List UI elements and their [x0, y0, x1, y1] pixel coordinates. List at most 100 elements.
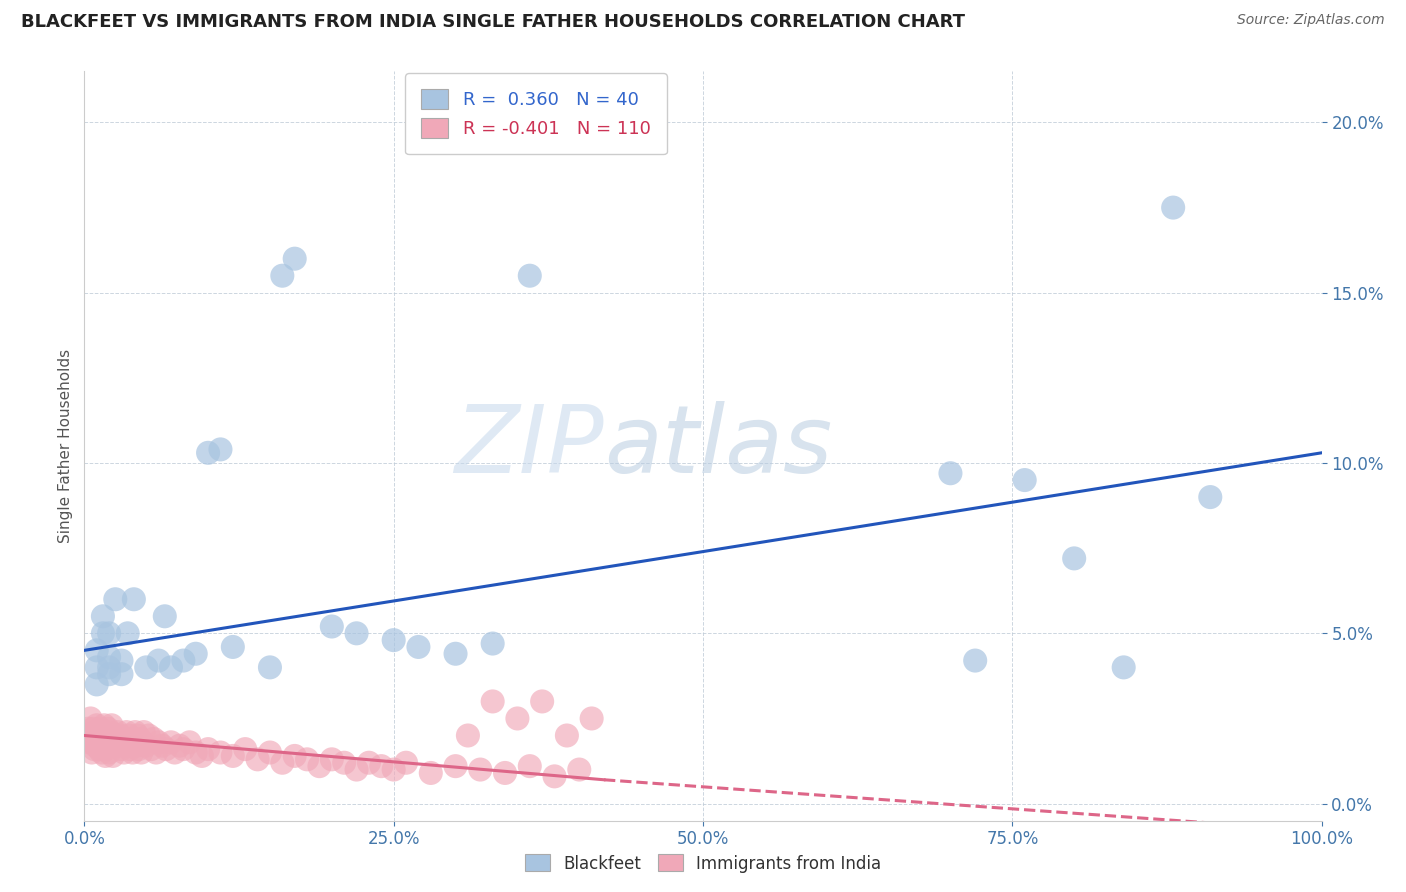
Point: [259, 746, 281, 760]
Point: [160, 660, 183, 674]
Point: [271, 268, 294, 283]
Point: [98, 729, 121, 743]
Point: [155, 742, 177, 756]
Point: [121, 746, 143, 760]
Point: [90, 746, 112, 760]
Point: [222, 640, 245, 654]
Point: [110, 667, 132, 681]
Point: [172, 742, 194, 756]
Point: [112, 746, 135, 760]
Point: [209, 746, 232, 760]
Point: [129, 746, 152, 760]
Point: [160, 735, 183, 749]
Point: [179, 735, 201, 749]
Point: [581, 711, 603, 725]
Point: [135, 739, 157, 753]
Point: [346, 626, 368, 640]
Point: [89, 742, 111, 756]
Point: [86, 731, 108, 746]
Point: [284, 252, 307, 266]
Point: [494, 766, 516, 780]
Point: [76, 729, 98, 743]
Point: [1161, 201, 1184, 215]
Point: [82, 735, 104, 749]
Point: [104, 592, 127, 607]
Point: [519, 759, 541, 773]
Point: [965, 654, 987, 668]
Point: [333, 756, 356, 770]
Point: [115, 725, 138, 739]
Point: [98, 739, 121, 753]
Legend: R =  0.360   N = 40, R = -0.401   N = 110: R = 0.360 N = 40, R = -0.401 N = 110: [405, 73, 666, 154]
Point: [382, 633, 405, 648]
Point: [129, 731, 152, 746]
Point: [128, 742, 150, 756]
Point: [90, 729, 112, 743]
Point: [568, 763, 591, 777]
Point: [233, 742, 256, 756]
Point: [555, 729, 578, 743]
Point: [124, 725, 146, 739]
Legend: Blackfeet, Immigrants from India: Blackfeet, Immigrants from India: [519, 847, 887, 880]
Point: [87, 735, 110, 749]
Point: [108, 739, 131, 753]
Point: [86, 660, 108, 674]
Point: [127, 729, 149, 743]
Point: [96, 742, 118, 756]
Point: [184, 647, 207, 661]
Point: [94, 735, 117, 749]
Point: [96, 729, 118, 743]
Point: [169, 739, 191, 753]
Point: [419, 766, 441, 780]
Point: [357, 756, 380, 770]
Point: [346, 763, 368, 777]
Point: [246, 752, 269, 766]
Point: [395, 756, 418, 770]
Y-axis label: Single Father Households: Single Father Households: [58, 349, 73, 543]
Point: [86, 643, 108, 657]
Point: [89, 729, 111, 743]
Point: [83, 742, 105, 756]
Point: [101, 748, 124, 763]
Point: [138, 729, 160, 743]
Point: [86, 677, 108, 691]
Point: [197, 742, 219, 756]
Point: [132, 725, 155, 739]
Text: ZIP: ZIP: [454, 401, 605, 491]
Point: [91, 725, 114, 739]
Point: [104, 731, 127, 746]
Point: [295, 752, 318, 766]
Point: [93, 731, 115, 746]
Point: [481, 694, 503, 708]
Point: [93, 718, 115, 732]
Point: [91, 739, 114, 753]
Point: [506, 711, 529, 725]
Point: [122, 735, 145, 749]
Point: [543, 769, 565, 783]
Point: [145, 746, 167, 760]
Point: [141, 742, 163, 756]
Point: [531, 694, 554, 708]
Point: [98, 667, 121, 681]
Point: [150, 739, 173, 753]
Point: [197, 446, 219, 460]
Point: [457, 729, 479, 743]
Point: [321, 752, 343, 766]
Point: [97, 735, 120, 749]
Point: [117, 739, 139, 753]
Point: [519, 268, 541, 283]
Point: [77, 722, 100, 736]
Point: [209, 442, 232, 457]
Point: [120, 742, 142, 756]
Point: [103, 729, 125, 743]
Point: [142, 731, 165, 746]
Point: [481, 636, 503, 650]
Point: [370, 759, 392, 773]
Point: [163, 746, 186, 760]
Point: [382, 763, 405, 777]
Point: [939, 467, 962, 481]
Point: [98, 650, 121, 665]
Point: [122, 592, 145, 607]
Point: [308, 759, 330, 773]
Point: [284, 748, 307, 763]
